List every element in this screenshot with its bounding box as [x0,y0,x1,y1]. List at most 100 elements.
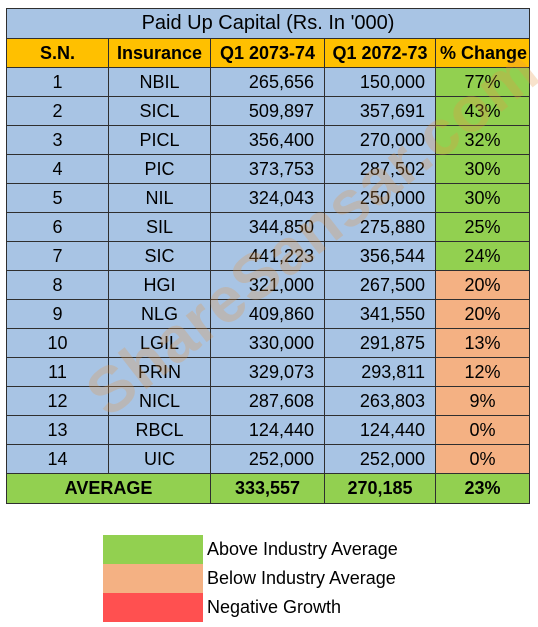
average-q1-2073-74: 333,557 [210,473,325,504]
cell-sn: 14 [6,444,109,474]
table-row: 4 PIC 373,753 287,502 30% [6,154,531,184]
average-label: AVERAGE [6,473,211,504]
cell-insurance: PICL [108,125,211,155]
cell-change: 20% [434,299,531,329]
cell-insurance: SIL [108,212,211,242]
cell-q1-2073-74: 509,897 [210,96,325,126]
cell-change: 30% [434,154,531,184]
table-row: 3 PICL 356,400 270,000 32% [6,125,531,155]
cell-q1-2072-73: 357,691 [324,96,436,126]
average-row: AVERAGE 333,557 270,185 23% [6,473,531,504]
cell-insurance: RBCL [108,415,211,445]
cell-q1-2072-73: 356,544 [324,241,436,271]
cell-q1-2072-73: 250,000 [324,183,436,213]
legend-item: Above Industry Average [103,535,398,564]
cell-change: 20% [434,270,531,300]
cell-q1-2073-74: 409,860 [210,299,325,329]
cell-change: 25% [434,212,531,242]
legend-swatch [103,535,203,564]
cell-sn: 12 [6,386,109,416]
table-title: Paid Up Capital (Rs. In '000) [5,8,531,39]
header-insurance: Insurance [108,38,211,68]
legend-item: Negative Growth [103,593,398,622]
color-legend: Above Industry Average Below Industry Ave… [103,535,398,622]
cell-sn: 2 [6,96,109,126]
header-change: % Change [434,38,531,68]
cell-q1-2072-73: 287,502 [324,154,436,184]
cell-change: 12% [434,357,531,387]
cell-q1-2073-74: 329,073 [210,357,325,387]
cell-sn: 7 [6,241,109,271]
legend-swatch [103,593,203,622]
table-row: 12 NICL 287,608 263,803 9% [6,386,531,416]
cell-q1-2073-74: 265,656 [210,67,325,97]
cell-change: 32% [434,125,531,155]
table-header-row: S.N. Insurance Q1 2073-74 Q1 2072-73 % C… [6,38,531,68]
cell-q1-2072-73: 291,875 [324,328,436,358]
legend-label: Above Industry Average [207,539,398,559]
cell-sn: 8 [6,270,109,300]
cell-change: 9% [434,386,531,416]
table-row: 7 SIC 441,223 356,544 24% [6,241,531,271]
cell-sn: 10 [6,328,109,358]
cell-change: 30% [434,183,531,213]
cell-q1-2072-73: 267,500 [324,270,436,300]
cell-sn: 5 [6,183,109,213]
legend-label: Below Industry Average [207,568,396,588]
cell-sn: 9 [6,299,109,329]
cell-insurance: PRIN [108,357,211,387]
cell-insurance: NICL [108,386,211,416]
cell-change: 43% [434,96,531,126]
average-change: 23% [434,473,531,504]
cell-q1-2072-73: 263,803 [324,386,436,416]
cell-sn: 4 [6,154,109,184]
cell-q1-2073-74: 324,043 [210,183,325,213]
cell-sn: 6 [6,212,109,242]
cell-insurance: LGIL [108,328,211,358]
header-q1-2072-73: Q1 2072-73 [324,38,436,68]
cell-sn: 3 [6,125,109,155]
cell-q1-2072-73: 270,000 [324,125,436,155]
legend-item: Below Industry Average [103,564,398,593]
cell-q1-2072-73: 252,000 [324,444,436,474]
table-row: 1 NBIL 265,656 150,000 77% [6,67,531,97]
cell-insurance: NIL [108,183,211,213]
cell-q1-2073-74: 356,400 [210,125,325,155]
cell-q1-2073-74: 321,000 [210,270,325,300]
table-row: 11 PRIN 329,073 293,811 12% [6,357,531,387]
cell-insurance: PIC [108,154,211,184]
cell-sn: 11 [6,357,109,387]
header-q1-2073-74: Q1 2073-74 [210,38,325,68]
average-q1-2072-73: 270,185 [324,473,436,504]
legend-label: Negative Growth [207,597,342,617]
cell-sn: 13 [6,415,109,445]
cell-insurance: SICL [108,96,211,126]
capital-table-container: Paid Up Capital (Rs. In '000) S.N. Insur… [5,8,538,504]
table-title-row: Paid Up Capital (Rs. In '000) [5,8,531,39]
cell-q1-2073-74: 441,223 [210,241,325,271]
cell-change: 24% [434,241,531,271]
cell-change: 77% [434,67,531,97]
table-row: 5 NIL 324,043 250,000 30% [6,183,531,213]
cell-change: 0% [434,415,531,445]
cell-q1-2072-73: 341,550 [324,299,436,329]
cell-insurance: NBIL [108,67,211,97]
cell-q1-2072-73: 293,811 [324,357,436,387]
cell-insurance: NLG [108,299,211,329]
header-sn: S.N. [6,38,109,68]
cell-q1-2073-74: 124,440 [210,415,325,445]
paid-up-capital-table: Paid Up Capital (Rs. In '000) S.N. Insur… [5,8,531,504]
table-row: 13 RBCL 124,440 124,440 0% [6,415,531,445]
cell-q1-2072-73: 275,880 [324,212,436,242]
table-row: 8 HGI 321,000 267,500 20% [6,270,531,300]
cell-q1-2072-73: 150,000 [324,67,436,97]
table-row: 9 NLG 409,860 341,550 20% [6,299,531,329]
table-row: 6 SIL 344,850 275,880 25% [6,212,531,242]
cell-change: 0% [434,444,531,474]
cell-insurance: SIC [108,241,211,271]
table-row: 14 UIC 252,000 252,000 0% [6,444,531,474]
cell-insurance: HGI [108,270,211,300]
cell-q1-2073-74: 287,608 [210,386,325,416]
cell-q1-2073-74: 330,000 [210,328,325,358]
cell-change: 13% [434,328,531,358]
